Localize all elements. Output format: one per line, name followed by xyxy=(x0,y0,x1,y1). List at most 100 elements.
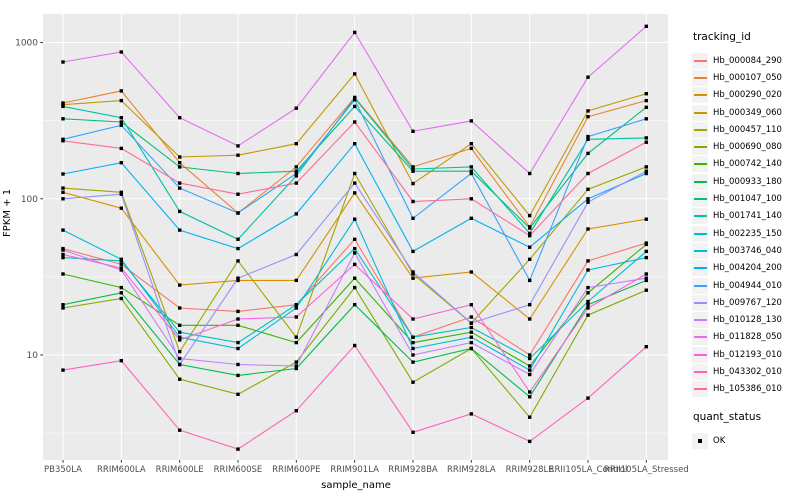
data-point-marker xyxy=(61,255,65,260)
data-point-marker xyxy=(644,98,648,103)
legend-item: Hb_003746_040 xyxy=(692,242,798,259)
data-point-marker xyxy=(119,123,123,127)
data-point-marker xyxy=(119,192,123,196)
data-point-marker xyxy=(411,165,415,169)
x-tick-label: RRIM600LE xyxy=(156,465,204,475)
data-point-marker xyxy=(178,181,182,185)
legend-item: Hb_009767_120 xyxy=(692,294,798,311)
data-point-marker xyxy=(61,190,65,194)
legend-label: Hb_012193_010 xyxy=(713,349,782,360)
data-point-marker xyxy=(61,197,65,201)
legend-panel: tracking_id Hb_000084_290 Hb_000107_050 Hb… xyxy=(692,31,798,449)
data-point-marker xyxy=(411,270,415,274)
tracking-id-legend-items: Hb_000084_290 Hb_000107_050 Hb_000290_020 H… xyxy=(692,52,798,398)
data-point-marker xyxy=(236,362,240,367)
plot-panel xyxy=(43,14,668,460)
quant-status-key-swatch xyxy=(692,432,708,449)
data-point-marker xyxy=(353,120,357,124)
data-point-marker xyxy=(586,396,590,400)
data-point-marker xyxy=(236,144,240,148)
legend-key-swatch xyxy=(692,346,708,363)
data-point-marker xyxy=(119,50,123,54)
data-point-marker xyxy=(119,206,123,210)
data-point-marker xyxy=(178,428,182,432)
legend-item: Hb_001047_100 xyxy=(692,190,798,208)
legend-label: Hb_043302_010 xyxy=(713,366,782,377)
legend-item: Hb_000690_080 xyxy=(692,138,798,156)
data-point-marker xyxy=(61,117,65,121)
data-point-marker xyxy=(236,192,240,196)
data-point-marker xyxy=(644,105,648,109)
legend-key-swatch xyxy=(692,156,708,173)
data-point-marker xyxy=(586,187,590,191)
legend-item: Hb_012193_010 xyxy=(692,346,798,363)
data-point-marker xyxy=(586,268,590,272)
legend-item: Hb_000107_050 xyxy=(692,69,798,86)
data-point-marker xyxy=(528,364,532,368)
legend-item: Hb_001741_140 xyxy=(692,208,798,225)
data-point-marker xyxy=(586,197,590,201)
data-point-marker xyxy=(586,200,590,204)
data-point-marker xyxy=(586,227,590,231)
data-point-marker xyxy=(61,60,65,64)
data-point-marker xyxy=(236,346,240,351)
data-point-marker xyxy=(119,291,123,295)
data-point-marker xyxy=(178,350,182,354)
data-point-marker xyxy=(528,226,532,230)
data-point-marker xyxy=(61,248,65,252)
data-point-marker xyxy=(469,216,473,220)
legend-key-swatch xyxy=(692,121,708,138)
data-point-marker xyxy=(469,169,473,173)
data-point-marker xyxy=(294,360,298,364)
legend-label: Hb_000742_140 xyxy=(713,159,782,170)
data-point-marker xyxy=(353,171,357,176)
data-point-marker xyxy=(644,242,648,247)
legend-key-swatch xyxy=(692,381,708,398)
data-point-marker xyxy=(178,155,182,159)
data-point-marker xyxy=(294,174,298,178)
data-point-marker xyxy=(353,104,357,109)
data-point-marker xyxy=(586,137,590,141)
legend-color-line xyxy=(693,215,707,218)
legend-title-quant-status: quant_status xyxy=(693,410,762,423)
data-point-marker xyxy=(178,377,182,381)
data-point-marker xyxy=(236,447,240,451)
data-point-marker xyxy=(61,186,65,190)
legend-item: Hb_000290_020 xyxy=(692,87,798,104)
data-point-marker xyxy=(294,171,298,176)
data-point-marker xyxy=(353,303,357,307)
data-point-marker xyxy=(469,346,473,351)
legend-label: Hb_000349_060 xyxy=(713,107,782,118)
data-point-marker xyxy=(586,313,590,317)
data-point-marker xyxy=(178,330,182,334)
data-point-marker xyxy=(353,72,357,76)
data-point-marker xyxy=(469,335,473,339)
data-point-marker xyxy=(353,246,357,251)
legend-color-line xyxy=(693,76,707,79)
data-point-marker xyxy=(178,228,182,232)
data-point-marker xyxy=(236,317,240,321)
data-point-marker xyxy=(411,353,415,357)
data-point-marker xyxy=(61,172,65,176)
data-point-marker xyxy=(236,246,240,251)
legend-key-swatch xyxy=(692,329,708,346)
data-point-marker xyxy=(528,439,532,444)
data-point-marker xyxy=(294,212,298,216)
data-point-marker xyxy=(294,106,298,110)
data-point-marker xyxy=(411,430,415,434)
data-point-marker xyxy=(644,117,648,121)
data-point-marker xyxy=(469,171,473,176)
quant-status-legend-item: OK xyxy=(692,432,798,449)
data-point-marker xyxy=(644,217,648,221)
data-point-marker xyxy=(119,268,123,272)
data-point-marker xyxy=(469,303,473,307)
data-point-marker xyxy=(236,276,240,280)
legend-item: Hb_000349_060 xyxy=(692,104,798,121)
data-point-marker xyxy=(61,303,65,307)
legend-label: Hb_011828_050 xyxy=(713,332,782,343)
data-point-marker xyxy=(61,228,65,232)
data-point-marker xyxy=(644,249,648,254)
legend-color-line xyxy=(693,198,707,201)
x-tick-label: RRIM928LA xyxy=(447,465,496,475)
